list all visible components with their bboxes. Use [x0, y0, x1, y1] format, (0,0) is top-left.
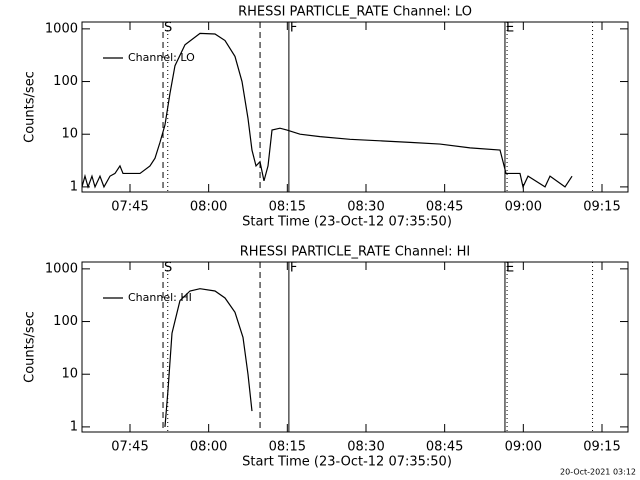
x-tick-label: 08:15	[269, 440, 306, 455]
event-label: E	[506, 261, 514, 276]
y-axis-label: Counts/sec	[23, 71, 38, 143]
x-tick-label: 09:15	[583, 440, 620, 455]
event-label: E	[506, 21, 514, 36]
y-tick-label: 100	[53, 314, 78, 329]
y-tick-label: 1000	[45, 21, 78, 36]
x-tick-label: 07:45	[111, 440, 148, 455]
x-tick-label: 08:30	[347, 440, 384, 455]
event-label: F	[290, 21, 297, 36]
x-tick-label: 09:00	[505, 440, 542, 455]
legend-label: Channel: HI	[128, 291, 192, 304]
x-tick-label: 08:15	[269, 200, 306, 215]
y-axis-label: Counts/sec	[23, 311, 38, 383]
event-label: S	[164, 261, 172, 276]
event-label: F	[290, 261, 297, 276]
plot-frame	[81, 21, 629, 193]
x-tick-label: 08:00	[190, 440, 227, 455]
chart-title: RHESSI PARTICLE_RATE Channel: HI	[240, 245, 470, 260]
y-tick-label: 1	[70, 419, 78, 434]
chart-title: RHESSI PARTICLE_RATE Channel: LO	[238, 5, 472, 20]
x-axis-label: Start Time (23-Oct-12 07:35:50)	[242, 215, 452, 230]
y-tick-label: 10	[61, 127, 78, 142]
x-axis-label: Start Time (23-Oct-12 07:35:50)	[242, 455, 452, 470]
data-line	[164, 288, 253, 427]
event-label: S	[164, 21, 172, 36]
x-tick-label: 09:15	[583, 200, 620, 215]
y-tick-label: 100	[53, 74, 78, 89]
timestamp: 20-Oct-2021 03:12	[560, 468, 636, 477]
legend-label: Channel: LO	[128, 51, 195, 64]
data-line	[81, 32, 573, 189]
x-tick-label: 08:00	[190, 200, 227, 215]
x-tick-label: 07:45	[111, 200, 148, 215]
x-tick-label: 08:30	[347, 200, 384, 215]
y-tick-label: 1	[70, 179, 78, 194]
x-tick-label: 09:00	[505, 200, 542, 215]
x-tick-label: 08:45	[426, 200, 463, 215]
plot-frame	[81, 261, 629, 433]
y-tick-label: 10	[61, 367, 78, 382]
x-tick-label: 08:45	[426, 440, 463, 455]
y-tick-label: 1000	[45, 261, 78, 276]
